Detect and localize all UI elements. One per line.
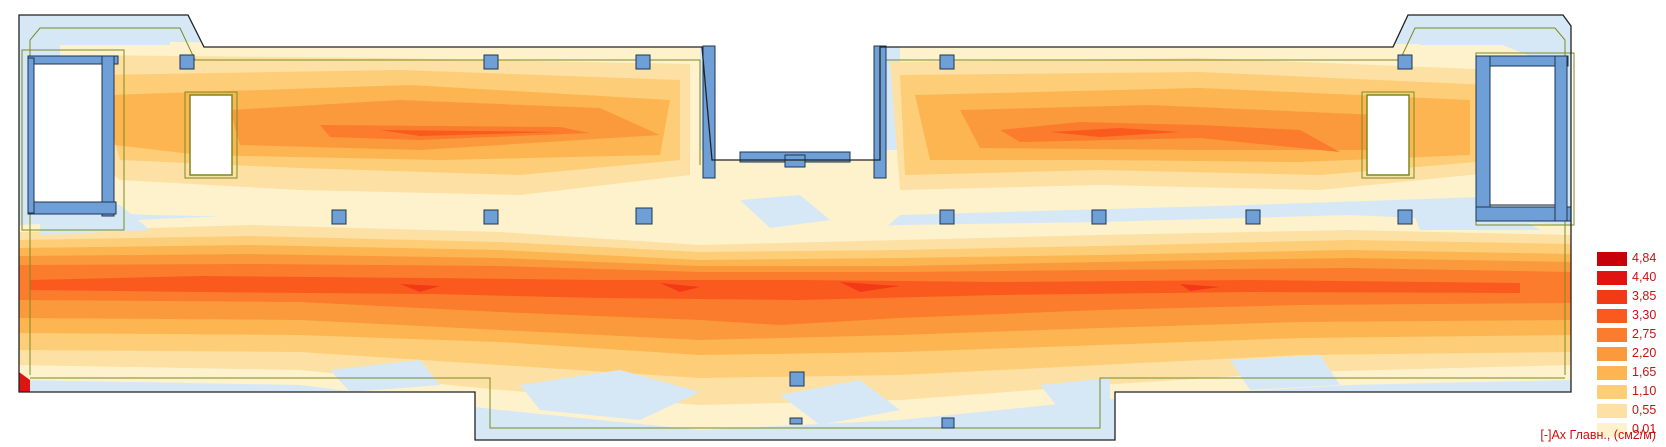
legend-value: 4,40 [1632, 270, 1657, 284]
core-left-wall-right [101, 55, 115, 217]
legend-swatch [1597, 347, 1627, 361]
column [1397, 54, 1413, 70]
legend-row: 3,85 [1597, 288, 1663, 307]
legend-row: 4,40 [1597, 269, 1663, 288]
opening-left-core [32, 62, 107, 204]
column [483, 209, 499, 225]
legend-value: 4,84 [1632, 251, 1657, 265]
column [1245, 209, 1261, 225]
legend-swatch [1597, 271, 1627, 285]
column [789, 417, 803, 425]
contour-field [19, 15, 1571, 440]
legend-value: 0,55 [1632, 403, 1657, 417]
column [1397, 209, 1413, 225]
opening-left-shaft [189, 94, 233, 176]
column [635, 207, 653, 225]
legend-swatch [1597, 290, 1627, 304]
legend-row: 2,20 [1597, 345, 1663, 364]
core-left-wall-left [27, 57, 35, 214]
patch-c [520, 370, 700, 420]
legend-row: 0,01 [1597, 421, 1663, 440]
legend-value: 0,01 [1632, 422, 1657, 436]
patch-d [780, 380, 900, 425]
legend-row: 1,10 [1597, 383, 1663, 402]
slab-outline [18, 14, 1572, 441]
legend-swatch [1597, 328, 1627, 342]
upper-band-2_75 [320, 122, 1340, 152]
column [939, 54, 955, 70]
lower-band-3_30 [30, 276, 1520, 300]
column [789, 371, 805, 387]
patch-g [1230, 355, 1340, 390]
legend-swatch [1597, 309, 1627, 323]
legend-swatch [1597, 366, 1627, 380]
legend-row: 3,30 [1597, 307, 1663, 326]
patch-i [30, 25, 170, 45]
recess-wall-left [702, 45, 716, 179]
core-right-wall-right [1554, 55, 1568, 222]
core-left-wall-bottom [27, 201, 117, 215]
corner-hot [19, 372, 30, 392]
column [179, 54, 195, 70]
opening-right-shaft [1366, 94, 1410, 176]
column [939, 209, 955, 225]
legend-value: 3,30 [1632, 308, 1657, 322]
upper-band-3_30 [380, 128, 1180, 137]
legend-value: 2,75 [1632, 327, 1657, 341]
legend-value: 2,20 [1632, 346, 1657, 360]
legend-swatch [1597, 252, 1627, 266]
recess-column [784, 154, 806, 168]
column [331, 209, 347, 225]
column [1091, 209, 1107, 225]
legend-value: 1,10 [1632, 384, 1657, 398]
core-right-wall-left [1475, 55, 1491, 222]
legend-value: 1,65 [1632, 365, 1657, 379]
legend-row: 2,75 [1597, 326, 1663, 345]
column [483, 54, 499, 70]
legend-row: 4,84 [1597, 250, 1663, 269]
patch-j [1420, 25, 1560, 45]
column [635, 54, 651, 70]
legend-row: 0,55 [1597, 402, 1663, 421]
legend: 4,84 4,40 3,85 3,30 2,75 2,20 1,65 1,10 0,55 0,01 [1597, 250, 1663, 442]
legend-swatch [1597, 404, 1627, 418]
legend-swatch [1597, 423, 1627, 437]
legend-title: [-]Ах Главн., (см2/м) [1540, 428, 1656, 442]
legend-value: 3,85 [1632, 289, 1657, 303]
column [941, 417, 955, 429]
patch-f [330, 360, 440, 392]
structural-elements [27, 45, 1572, 429]
legend-swatch [1597, 385, 1627, 399]
patch-h [740, 195, 830, 228]
opening-right-core [1489, 64, 1564, 206]
patch-e [1040, 378, 1110, 410]
openings [32, 62, 1564, 206]
legend-row: 1,65 [1597, 364, 1663, 383]
